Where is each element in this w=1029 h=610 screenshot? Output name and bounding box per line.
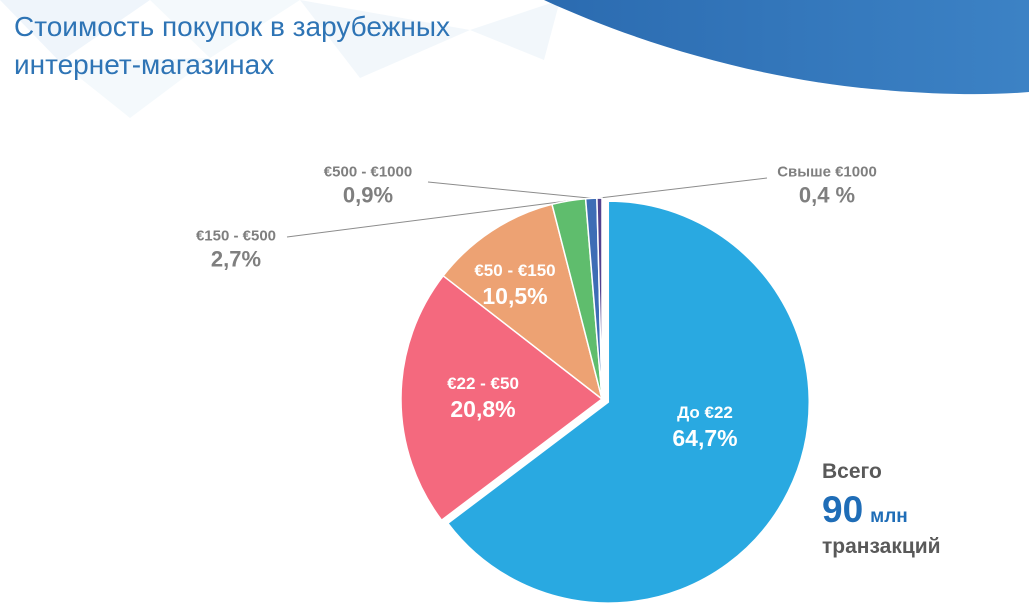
pie-label-category: €150 - €500 <box>195 227 277 245</box>
pie-label-percent: 64,7% <box>672 425 738 451</box>
pie-label-percent: 2,7% <box>210 246 262 272</box>
pie-label-5: Свыше €1000 0,4 % <box>777 163 877 210</box>
pie-label-percent: 0,4 % <box>798 182 856 208</box>
pie-label-percent: 0,9% <box>342 182 394 208</box>
total-value-line: 90 млн <box>822 490 941 530</box>
total-prefix: Всего <box>822 460 882 483</box>
pie-label-category: €50 - €150 <box>474 261 556 280</box>
pie-slice-1 <box>400 274 604 522</box>
page-title-line-1: Стоимость покупок в зарубежных <box>14 11 450 42</box>
total-note: Всего 90 млн транзакций <box>822 460 941 559</box>
pie-label-4: €500 - €1000 0,9% <box>324 163 412 210</box>
header-decoration <box>0 0 1029 118</box>
pie-slice-0 <box>446 200 810 604</box>
pie-slice-2 <box>442 203 604 401</box>
pie-label-3: €150 - €500 2,7% <box>196 227 276 274</box>
page-title: Стоимость покупок в зарубежных интернет-… <box>14 8 450 84</box>
leader-line <box>286 200 569 238</box>
pie-label-category: €500 - €1000 <box>323 163 413 181</box>
total-suffix: транзакций <box>822 535 941 558</box>
total-unit: млн <box>870 506 908 527</box>
total-value: 90 <box>822 489 864 530</box>
leader-line <box>599 177 768 199</box>
pie-label-2: €50 - €150 10,5% <box>474 260 555 310</box>
pie-label-category: До €22 <box>677 403 733 422</box>
header-swoosh <box>544 0 1029 95</box>
pie-label-category: €22 - €50 <box>447 374 519 393</box>
pie-label-1: €22 - €50 20,8% <box>447 373 519 423</box>
pie-label-percent: 10,5% <box>482 283 548 309</box>
pie-label-percent: 20,8% <box>450 396 516 422</box>
pie-slice-5 <box>596 197 603 400</box>
background-facets <box>0 0 560 118</box>
pie-label-0: До €22 64,7% <box>672 402 737 452</box>
page-title-line-2: интернет-магазинах <box>14 49 275 80</box>
leader-line <box>427 181 592 199</box>
pie-label-category: Свыше €1000 <box>777 163 877 181</box>
